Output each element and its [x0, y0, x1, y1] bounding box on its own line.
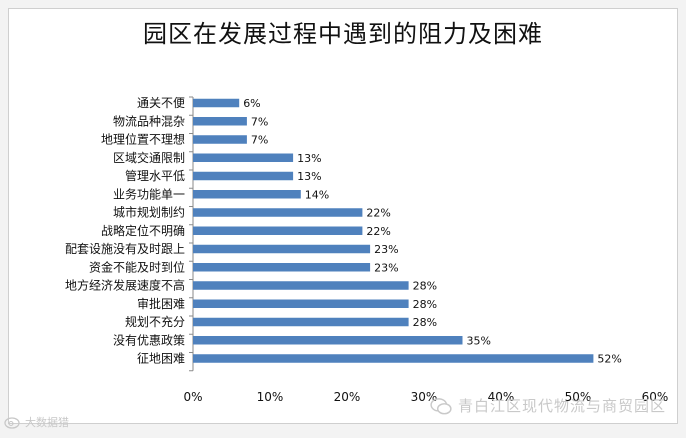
bar	[193, 190, 301, 199]
value-label: 22%	[366, 207, 390, 220]
watermark-right: 青白江区现代物流与商贸园区	[430, 395, 666, 416]
bar	[193, 208, 363, 217]
watermark-left-text: 大数据猎	[25, 416, 69, 429]
value-label: 35%	[467, 334, 491, 347]
value-label: 7%	[251, 115, 268, 128]
category-label: 地理位置不理想	[101, 132, 185, 147]
category-label: 通关不便	[137, 96, 185, 110]
category-label: 城市规划制约	[113, 205, 185, 220]
value-label: 14%	[305, 188, 329, 201]
category-label: 业务功能单一	[113, 186, 185, 201]
bar	[193, 336, 463, 345]
category-label: 管理水平低	[125, 168, 185, 183]
value-label: 6%	[243, 97, 260, 110]
value-label: 13%	[297, 152, 321, 165]
bar	[193, 171, 294, 181]
value-label: 22%	[366, 225, 390, 238]
value-label: 13%	[297, 170, 321, 183]
watermark-left: 大数据猎	[4, 414, 69, 430]
weibo-icon	[4, 417, 20, 429]
x-tick-label: 40%	[488, 390, 515, 404]
value-label: 28%	[413, 298, 437, 311]
bar	[193, 98, 240, 108]
category-label: 审批困难	[137, 296, 185, 311]
x-tick-label: 10%	[257, 390, 284, 404]
value-label: 23%	[374, 243, 398, 256]
value-label: 28%	[413, 316, 437, 329]
category-label: 征地困难	[137, 352, 185, 366]
category-label: 没有优惠政策	[113, 332, 185, 347]
value-label: 52%	[597, 353, 621, 366]
value-label: 7%	[251, 134, 268, 147]
value-label: 23%	[374, 261, 398, 274]
category-label: 配套设施没有及时跟上	[65, 241, 185, 256]
category-label: 资金不能及时到位	[89, 259, 185, 274]
bar	[193, 226, 363, 235]
watermark-right-text: 青白江区现代物流与商贸园区	[457, 397, 666, 415]
x-tick-label: 50%	[565, 390, 592, 404]
value-label: 28%	[413, 280, 437, 293]
x-tick-label: 20%	[334, 390, 361, 404]
bar	[193, 135, 247, 144]
bar	[193, 317, 409, 327]
category-label: 规划不充分	[125, 314, 185, 329]
chart-title: 园区在发展过程中遇到的阻力及困难	[143, 20, 543, 48]
wechat-icon	[430, 397, 452, 414]
x-tick-label: 30%	[411, 390, 438, 404]
bar	[193, 354, 594, 363]
category-label: 地方经济发展速度不高	[65, 278, 185, 293]
category-label: 战略定位不明确	[101, 223, 185, 238]
bar	[193, 299, 409, 308]
category-label: 区域交通限制	[113, 150, 185, 165]
bar	[193, 281, 409, 290]
bar	[193, 263, 371, 272]
bar	[193, 244, 371, 254]
bar	[193, 153, 294, 162]
x-tick-label: 60%	[642, 390, 669, 404]
bar	[193, 117, 247, 126]
x-tick-label: 0%	[183, 390, 202, 404]
category-label: 物流品种混杂	[113, 114, 185, 128]
